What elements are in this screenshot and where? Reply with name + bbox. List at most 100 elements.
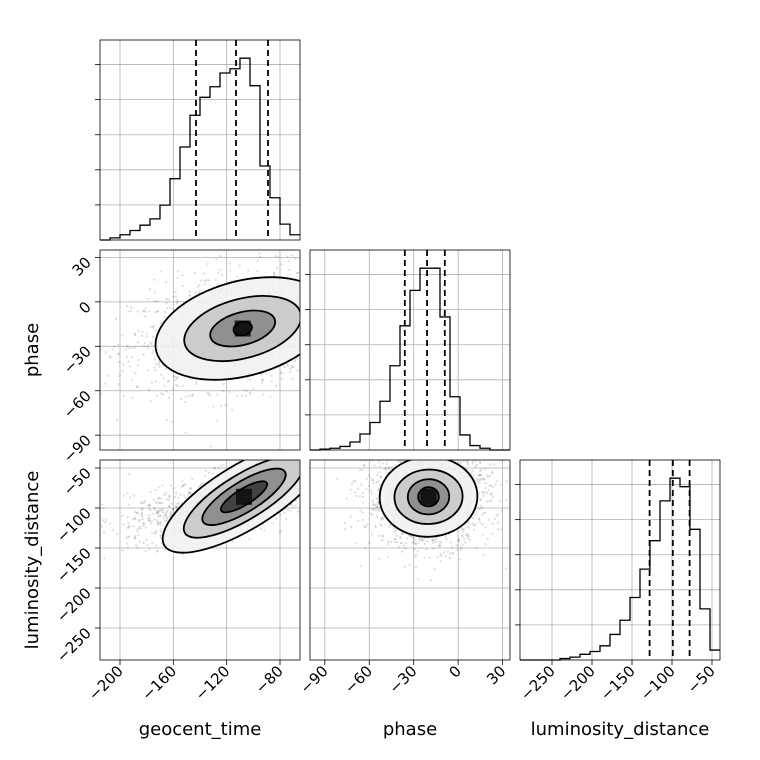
sample-point	[280, 377, 284, 381]
sample-point	[367, 474, 371, 477]
sample-point	[104, 520, 107, 524]
sample-point	[354, 479, 357, 483]
y-tick-label: −30	[60, 342, 95, 377]
sample-point	[295, 271, 299, 275]
sample-point	[459, 548, 463, 551]
sample-point	[397, 460, 400, 463]
sample-point	[327, 478, 329, 480]
sample-point	[148, 288, 152, 291]
x-tick-label: −60	[341, 662, 376, 697]
sample-point	[102, 507, 105, 510]
sample-point	[270, 379, 273, 383]
sample-point	[374, 509, 378, 512]
x-tick-label: −160	[138, 662, 180, 704]
sample-point	[490, 492, 493, 495]
sample-point	[176, 276, 179, 280]
sample-point	[335, 435, 337, 437]
sample-point	[372, 508, 375, 511]
sample-point	[182, 484, 185, 487]
sample-point	[393, 537, 397, 541]
sample-point	[165, 418, 169, 421]
sample-point	[181, 384, 185, 388]
sample-point	[388, 467, 391, 471]
sample-point	[440, 554, 443, 558]
sample-point	[202, 272, 205, 275]
sample-point	[370, 492, 374, 495]
sample-point	[405, 537, 409, 540]
sample-point	[333, 262, 335, 264]
sample-point	[465, 533, 468, 536]
sample-point	[364, 284, 366, 286]
sample-point	[164, 519, 167, 522]
sample-point	[203, 279, 207, 283]
sample-point	[122, 394, 126, 398]
sample-point	[322, 464, 324, 466]
sample-point	[207, 279, 211, 282]
sample-point	[288, 268, 291, 272]
y-axis-label-phase: phase	[22, 323, 43, 377]
sample-point	[175, 505, 178, 509]
sample-point	[466, 533, 469, 536]
sample-point	[370, 533, 374, 536]
sample-point	[137, 520, 141, 523]
sample-point	[321, 469, 323, 471]
sample-point	[157, 511, 160, 514]
sample-point	[354, 253, 356, 255]
sample-point	[322, 481, 324, 483]
sample-point	[360, 338, 362, 340]
sample-point	[395, 311, 397, 313]
sample-point	[330, 480, 332, 482]
sample-point	[230, 408, 234, 412]
sample-point	[455, 544, 459, 547]
sample-point	[334, 478, 336, 480]
panel-frame	[99, 459, 301, 661]
sample-point	[500, 460, 504, 462]
sample-point	[313, 310, 315, 312]
sample-point	[94, 384, 96, 386]
sample-point	[504, 567, 508, 570]
sample-point	[440, 541, 443, 544]
sample-point	[145, 332, 148, 335]
sample-point	[478, 518, 481, 521]
sample-point	[289, 367, 292, 370]
sample-point	[118, 360, 121, 364]
density-peak-cell	[234, 320, 243, 329]
sample-point	[392, 359, 394, 361]
sample-point	[360, 326, 362, 328]
sample-point	[161, 484, 164, 487]
sample-point	[414, 553, 418, 556]
sample-point	[127, 310, 130, 313]
sample-point	[372, 481, 375, 485]
sample-point	[336, 314, 338, 316]
sample-point	[303, 301, 305, 303]
sample-point	[367, 469, 369, 471]
sample-point	[339, 471, 341, 473]
sample-point	[318, 496, 320, 498]
marginal-panel-phase	[305, 249, 511, 451]
sample-point	[317, 331, 319, 333]
sample-point	[474, 465, 477, 468]
sample-point	[105, 518, 108, 521]
sample-point	[321, 351, 323, 353]
sample-point	[336, 312, 338, 314]
sample-point	[305, 335, 307, 337]
sample-point	[305, 367, 307, 369]
sample-point	[377, 508, 380, 511]
sample-point	[366, 318, 368, 320]
sample-point	[311, 320, 313, 322]
sample-point	[188, 290, 191, 293]
sample-point	[311, 320, 313, 322]
sample-point	[322, 468, 324, 470]
sample-point	[481, 522, 484, 526]
sample-point	[147, 503, 151, 507]
sample-point	[189, 487, 193, 490]
sample-point	[395, 540, 399, 544]
sample-point	[327, 472, 329, 474]
sample-point	[487, 518, 491, 522]
sample-point	[149, 400, 152, 403]
sample-point	[471, 462, 475, 465]
sample-point	[431, 444, 433, 446]
sample-point	[474, 455, 476, 457]
sample-point	[439, 559, 442, 563]
sample-point	[224, 403, 227, 407]
